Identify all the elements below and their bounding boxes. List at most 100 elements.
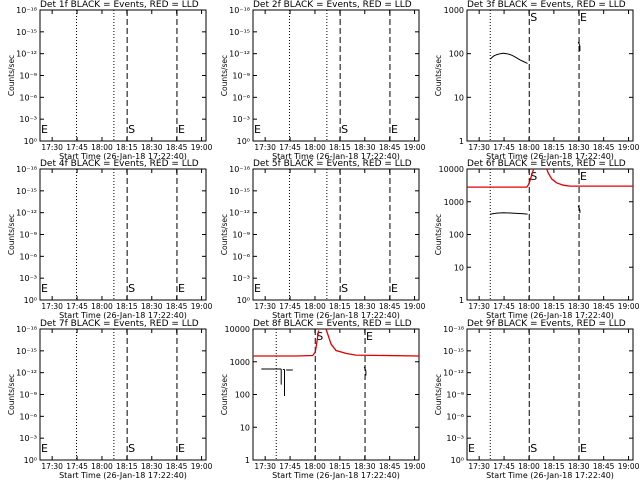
y-tick-label: 1 [459, 296, 464, 305]
x-tick-label: 18:30 [141, 143, 163, 152]
x-axis-label: Start Time (26-Jan-18 17:22:40) [486, 311, 614, 320]
x-tick-label: 17:30 [41, 143, 63, 152]
marker-label-E: E [41, 442, 48, 455]
x-axis-label: Start Time (26-Jan-18 17:22:40) [59, 152, 187, 161]
plot-frame [466, 9, 634, 142]
plot-frame [252, 328, 420, 461]
y-tick-label: 1 [459, 137, 464, 146]
marker-label-S: S [341, 282, 348, 295]
x-tick-label: 18:00 [304, 143, 326, 152]
detector-panel-5: Det 5f BLACK = Events, RED = LLD 10⁰ 10⁻³ 1… [220, 159, 426, 320]
marker-label-E: E [580, 442, 587, 455]
x-tick-label: 19:00 [404, 462, 426, 471]
marker-label-E: E [580, 170, 587, 183]
events-series-line [577, 205, 581, 211]
x-tick-label: 18:45 [593, 302, 615, 311]
x-tick-label: 18:00 [518, 143, 540, 152]
y-tick-label: 10⁻¹⁸ [16, 165, 37, 174]
detector-panel-1: Det 1f BLACK = Events, RED = LLD 10⁰ 10⁻³ 1… [7, 0, 213, 161]
y-tick-label: 10⁻³ [232, 274, 250, 283]
x-axis-label: Start Time (26-Jan-18 17:22:40) [272, 311, 400, 320]
marker-label-E: E [580, 11, 587, 24]
y-tick-label: 10⁻⁶ [19, 252, 37, 261]
y-tick-label: 10⁻⁶ [446, 412, 464, 421]
y-tick-label: 10⁰ [237, 296, 250, 305]
events-series-line [363, 366, 367, 372]
y-tick-label: 10⁻¹⁵ [16, 187, 37, 196]
y-tick-label: 10 [454, 93, 464, 102]
x-tick-label: 18:30 [354, 143, 376, 152]
y-tick-label: 10⁻¹⁸ [16, 6, 37, 15]
panel-title: Det 7f BLACK = Events, RED = LLD [40, 319, 199, 329]
x-tick-label: 19:00 [618, 302, 640, 311]
y-tick-label: 10⁻¹⁸ [443, 325, 464, 334]
x-tick-label: 18:30 [141, 302, 163, 311]
y-tick-label: 10⁻¹⁵ [229, 187, 250, 196]
y-tick-label: 10⁻¹⁵ [16, 347, 37, 356]
y-tick-label: 10⁻³ [19, 274, 37, 283]
y-tick-label: 10⁻¹² [16, 209, 37, 218]
y-tick-label: 10⁻¹² [443, 369, 464, 378]
plot-frame [39, 168, 207, 301]
y-tick-label: 10⁻⁹ [19, 391, 37, 400]
y-tick-label: 10⁰ [24, 296, 37, 305]
x-tick-label: 17:45 [66, 143, 88, 152]
y-tick-label: 100 [449, 231, 464, 240]
x-axis-label: Start Time (26-Jan-18 17:22:40) [272, 471, 400, 480]
y-tick-label: 10⁻¹⁸ [229, 165, 250, 174]
marker-label-S: S [316, 330, 323, 343]
marker-label-E: E [178, 442, 185, 455]
y-tick-label: 10⁰ [237, 137, 250, 146]
events-series-line [490, 212, 528, 215]
y-axis-label: Counts/sec [220, 374, 229, 415]
x-tick-label: 18:30 [354, 302, 376, 311]
y-axis-label: Counts/sec [434, 55, 443, 96]
y-tick-label: 10⁻³ [19, 115, 37, 124]
plot-frame [466, 328, 634, 461]
y-axis-label: Counts/sec [7, 374, 16, 415]
events-series-line [577, 41, 581, 47]
y-axis-label: Counts/sec [434, 374, 443, 415]
y-tick-label: 10⁻³ [446, 434, 464, 443]
marker-label-E: E [366, 330, 373, 343]
marker-label-E: E [391, 123, 398, 136]
y-tick-label: 10⁻⁶ [232, 93, 250, 102]
marker-label-S: S [128, 123, 135, 136]
x-tick-label: 19:00 [191, 462, 213, 471]
detector-panel-4: Det 4f BLACK = Events, RED = LLD 10⁰ 10⁻³ 1… [7, 159, 213, 320]
y-tick-label: 100 [235, 391, 250, 400]
y-tick-label: 1000 [230, 358, 250, 367]
x-tick-label: 17:30 [254, 462, 276, 471]
y-tick-label: 1000 [444, 6, 464, 15]
x-tick-label: 18:15 [543, 302, 565, 311]
y-tick-label: 10⁻³ [232, 115, 250, 124]
plot-frame [252, 9, 420, 142]
x-tick-label: 18:00 [304, 302, 326, 311]
x-tick-label: 18:45 [593, 143, 615, 152]
y-tick-label: 10⁻³ [19, 434, 37, 443]
panel-title: Det 1f BLACK = Events, RED = LLD [40, 0, 199, 10]
marker-label-E: E [468, 442, 475, 455]
y-tick-label: 1000 [444, 198, 464, 207]
x-tick-label: 18:30 [141, 462, 163, 471]
x-tick-label: 17:45 [493, 302, 515, 311]
x-tick-label: 19:00 [404, 302, 426, 311]
y-tick-label: 10⁻¹² [16, 50, 37, 59]
detector-panel-9: Det 9f BLACK = Events, RED = LLD 10⁰ 10⁻³ 1… [434, 319, 640, 480]
y-tick-label: 10⁻¹⁸ [16, 325, 37, 334]
x-tick-label: 17:30 [41, 462, 63, 471]
panel-title: Det 8f BLACK = Events, RED = LLD [253, 319, 412, 329]
x-tick-label: 17:45 [279, 143, 301, 152]
y-tick-label: 10⁻¹² [229, 50, 250, 59]
y-tick-label: 10⁻¹⁵ [16, 28, 37, 37]
x-tick-label: 18:30 [568, 143, 590, 152]
x-tick-label: 18:15 [329, 143, 351, 152]
y-axis-label: Counts/sec [220, 214, 229, 255]
x-tick-label: 18:45 [166, 462, 188, 471]
y-tick-label: 100 [449, 50, 464, 59]
y-tick-label: 10⁻⁶ [232, 252, 250, 261]
marker-label-E: E [41, 282, 48, 295]
lld-series-line [253, 330, 320, 357]
y-axis-label: Counts/sec [7, 214, 16, 255]
y-tick-label: 10⁻⁹ [446, 391, 464, 400]
